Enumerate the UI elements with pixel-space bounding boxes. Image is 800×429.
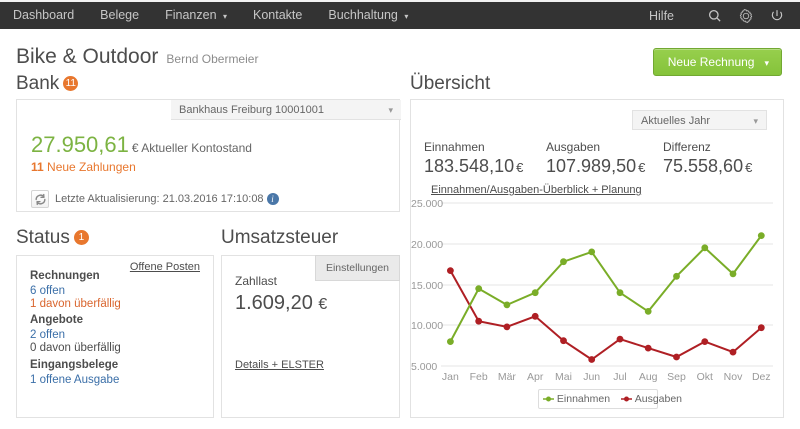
svg-text:10.000: 10.000	[411, 320, 443, 332]
svg-text:Mär: Mär	[498, 371, 517, 383]
svg-text:Apr: Apr	[527, 371, 544, 383]
svg-text:Dez: Dez	[752, 371, 771, 383]
svg-text:Jul: Jul	[613, 371, 626, 383]
svg-text:Feb: Feb	[470, 371, 488, 383]
svg-text:Jun: Jun	[583, 371, 600, 383]
svg-text:Jan: Jan	[442, 371, 459, 383]
svg-text:Sep: Sep	[667, 371, 686, 383]
svg-text:Aug: Aug	[639, 371, 658, 383]
svg-text:Nov: Nov	[724, 371, 743, 383]
svg-text:20.000: 20.000	[411, 239, 443, 251]
svg-text:25.000: 25.000	[411, 198, 443, 210]
svg-text:5.000: 5.000	[411, 361, 437, 373]
svg-text:Mai: Mai	[555, 371, 572, 383]
svg-text:Okt: Okt	[697, 371, 713, 383]
svg-text:15.000: 15.000	[411, 280, 443, 292]
